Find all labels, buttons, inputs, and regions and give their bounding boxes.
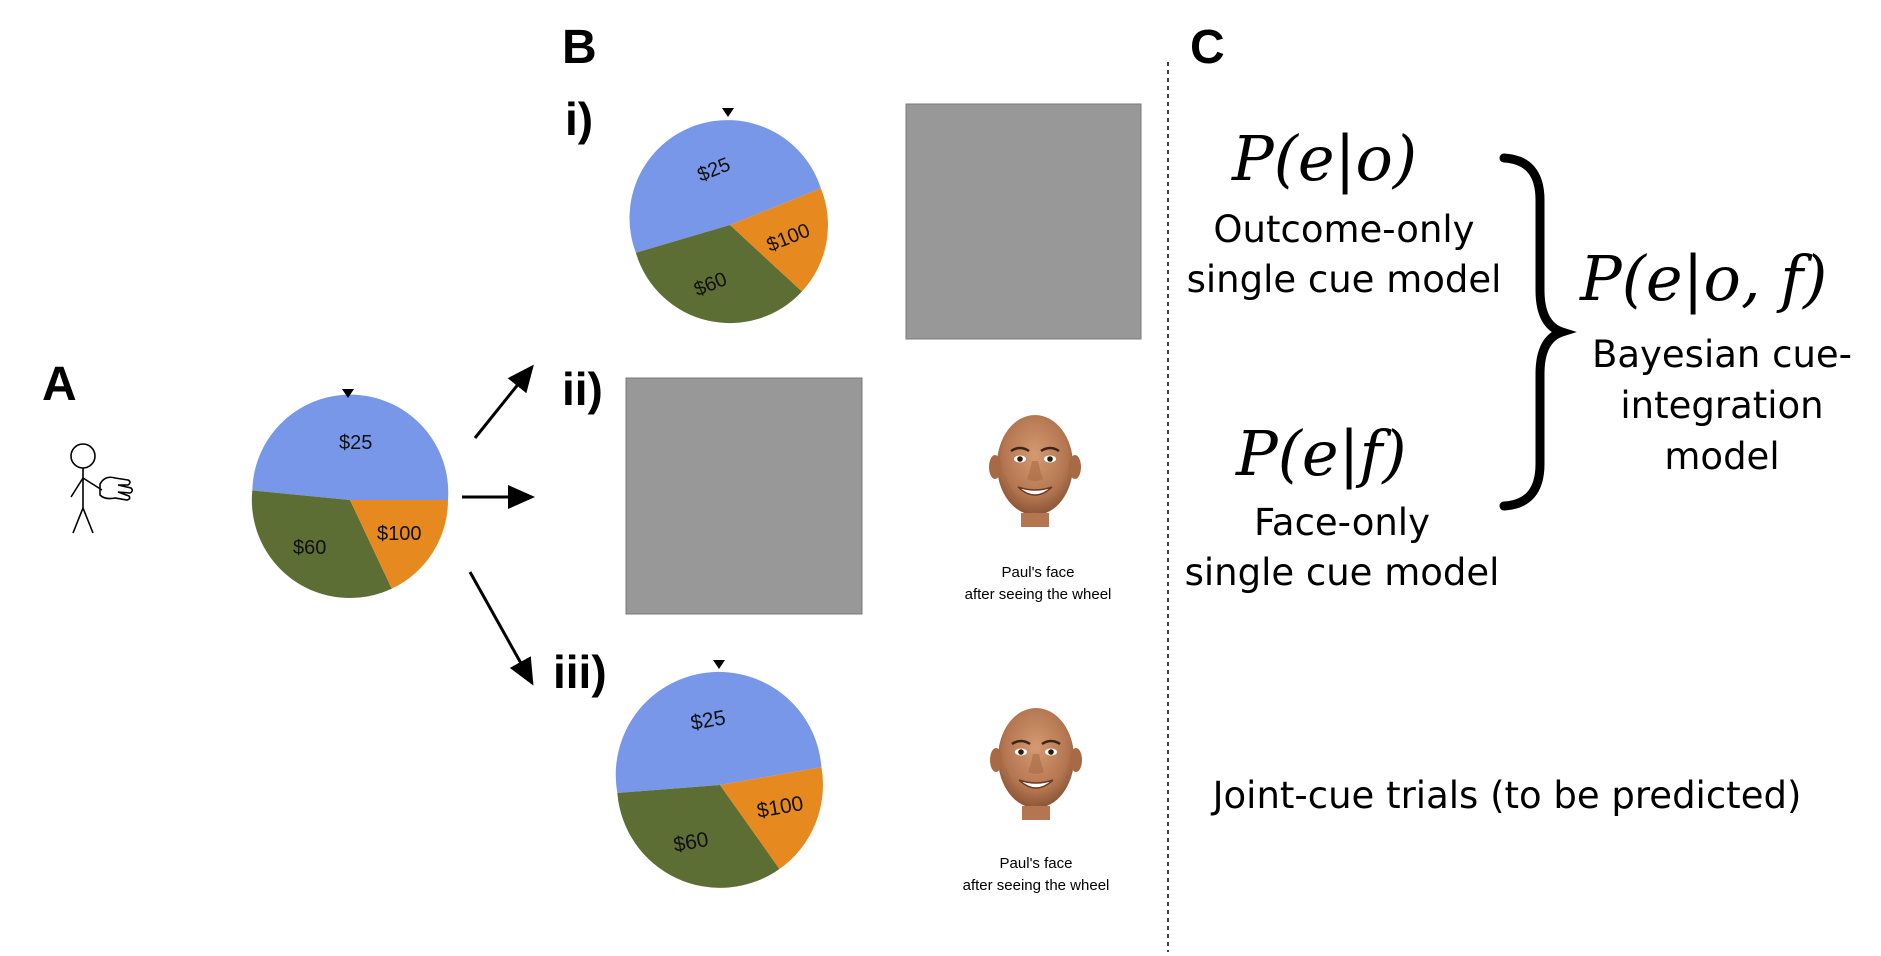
arrow-to-iii (468, 571, 534, 686)
panel-label-c: C (1190, 21, 1225, 74)
wheel-i-slice-100 (730, 188, 828, 292)
wheel-a: $25 $60 $100 (251, 389, 449, 599)
wheel-i-slice-25 (629, 120, 821, 253)
wheel-a-slice-60 (251, 490, 392, 599)
face-caption-ii-line2: after seeing the wheel (965, 586, 1112, 603)
row-label-i: i) (565, 93, 593, 145)
formula-face-only: P(e|f) (1235, 417, 1407, 490)
wheel-iii-slice-25 (615, 671, 822, 793)
panel-label-a: A (42, 358, 77, 411)
wheel-a-label-60: $60 (293, 537, 326, 559)
panel-label-b: B (562, 21, 597, 74)
face-caption-ii-line1: Paul's face (1002, 564, 1075, 581)
face-caption-iii-line1: Paul's face (1000, 855, 1073, 872)
wheel-a-label-25: $25 (339, 432, 372, 454)
joint-cue-caption: Joint-cue trials (to be predicted) (1211, 774, 1802, 817)
bayesian-line1: Bayesian cue- (1592, 333, 1852, 376)
placeholder-square-i (905, 103, 1142, 340)
face-image-iii (988, 706, 1084, 822)
bayesian-line2: integration (1620, 384, 1823, 427)
wheel-iii-slice-100 (720, 767, 823, 869)
wheel-i: $25 $60 $100 (629, 108, 828, 324)
wheel-i-pointer (722, 108, 734, 117)
arrow-to-i (473, 364, 534, 439)
wheel-i-slice-60 (635, 225, 802, 324)
face-only-line2: single cue model (1185, 551, 1500, 594)
formula-outcome-only: P(e|o) (1231, 122, 1417, 195)
curly-brace (1499, 153, 1577, 511)
face-only-line1: Face-only (1254, 501, 1430, 544)
outcome-only-line1: Outcome-only (1213, 208, 1474, 251)
wheel-iii-pointer (713, 660, 725, 669)
placeholder-square-ii (625, 377, 863, 615)
bayesian-line3: model (1664, 435, 1779, 478)
wheel-iii-slice-60 (617, 785, 780, 888)
row-label-ii: ii) (562, 363, 603, 415)
outcome-only-line2: single cue model (1187, 258, 1502, 301)
formula-bayesian: P(e|o, f) (1579, 242, 1827, 315)
wheel-a-pointer (342, 389, 354, 398)
wheel-a-label-100: $100 (377, 523, 422, 545)
wheel-iii: $25 $60 $100 (615, 660, 823, 888)
stick-figure-icon (70, 443, 134, 534)
face-caption-iii-line2: after seeing the wheel (963, 877, 1110, 894)
wheel-a-slice-25 (252, 394, 449, 500)
row-label-iii: iii) (553, 646, 607, 698)
face-image-ii (987, 413, 1083, 529)
wheel-a-slice-100 (350, 500, 448, 589)
